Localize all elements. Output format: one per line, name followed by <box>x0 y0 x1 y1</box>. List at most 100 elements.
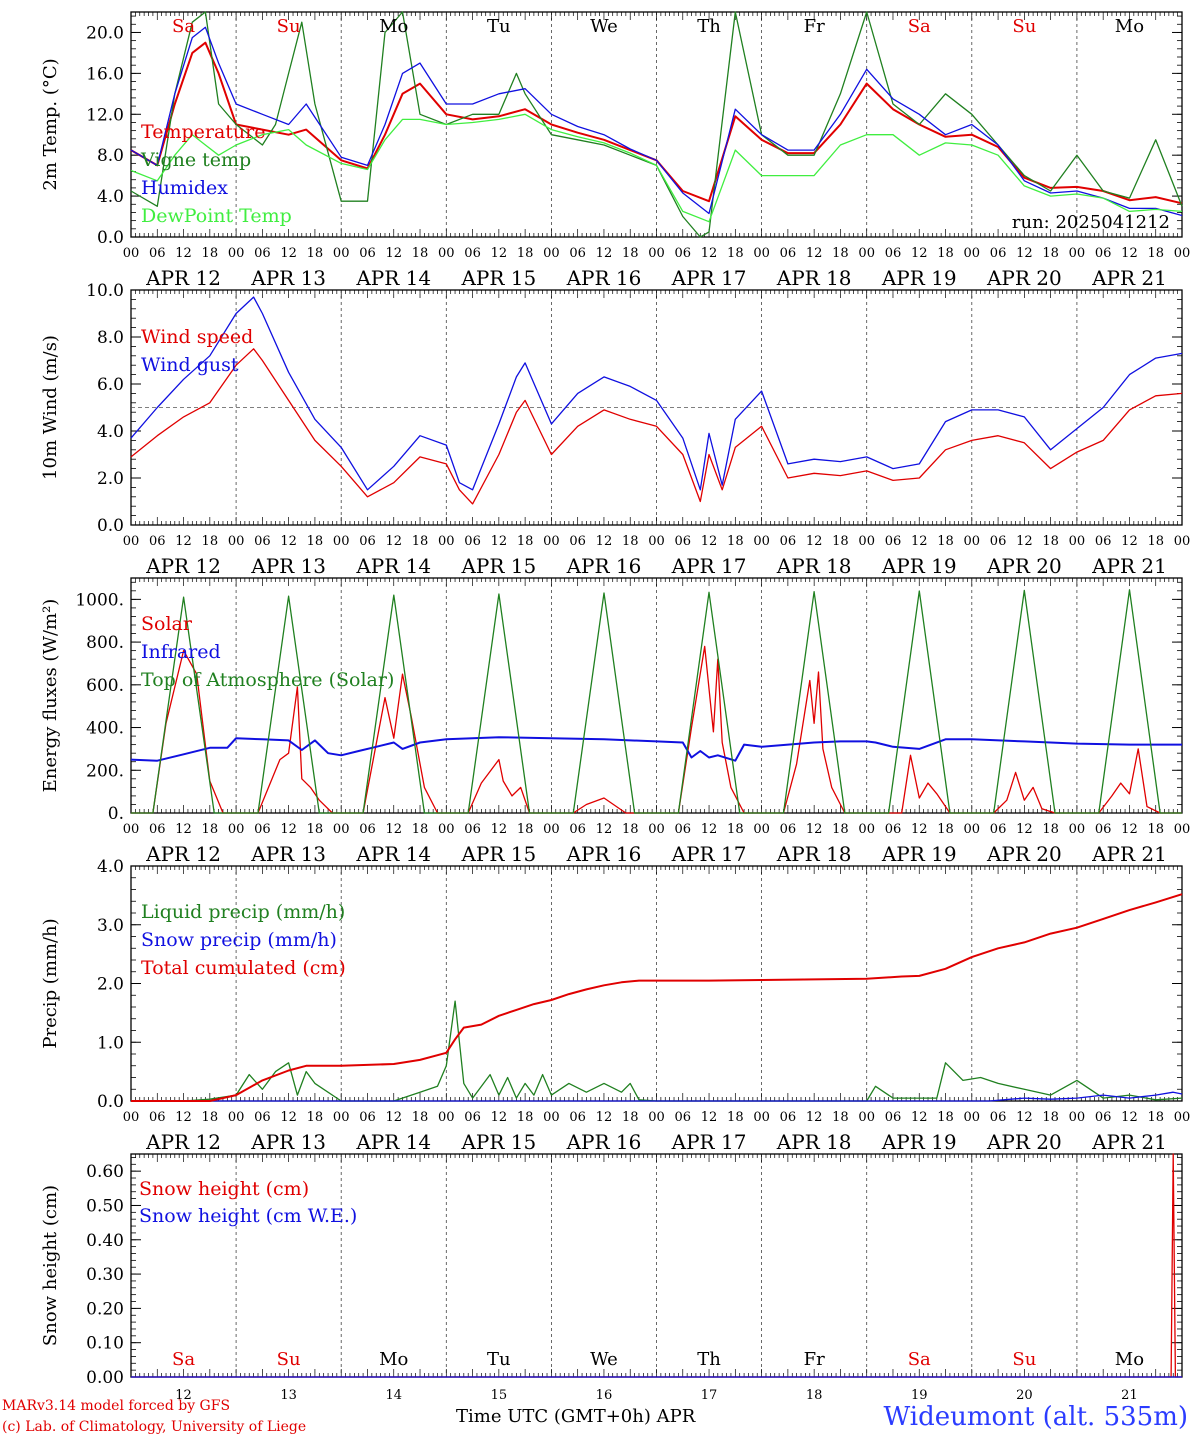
date-label: APR 15 <box>460 842 536 866</box>
hour-tick-label: 18 <box>517 822 534 837</box>
hour-tick-label: 00 <box>438 246 455 261</box>
series-line-snow-precip-mm-h- <box>131 1091 1183 1102</box>
y-tick-label: 16.0 <box>86 64 124 84</box>
date-label: APR 15 <box>460 1130 536 1154</box>
hour-tick-label: 18 <box>412 534 429 549</box>
hour-tick-label: 18 <box>202 1110 219 1125</box>
hour-tick-label: 18 <box>307 246 324 261</box>
station-name: Wideumont (alt. 535m) <box>883 1402 1188 1432</box>
day-of-week-label: Mo <box>1115 16 1144 37</box>
hour-tick-label: 06 <box>254 246 271 261</box>
y-tick-label: 0.30 <box>86 1265 124 1285</box>
y-tick-label: 400. <box>86 719 124 739</box>
hour-tick-label: 18 <box>412 822 429 837</box>
y-tick-label: 4.0 <box>97 422 124 442</box>
y-tick-label: 800. <box>86 633 124 653</box>
series-line-top-of-atmosphere-solar- <box>131 589 1182 814</box>
hour-tick-label: 18 <box>937 1110 954 1125</box>
day-of-week-label: Fr <box>804 16 825 37</box>
hour-tick-label: 12 <box>701 822 718 837</box>
hour-tick-label: 12 <box>385 246 402 261</box>
hour-tick-label: 12 <box>385 1110 402 1125</box>
series-line-humidex <box>130 26 1183 217</box>
date-label: APR 18 <box>776 1130 852 1154</box>
hour-tick-label: 18 <box>727 822 744 837</box>
day-of-week-label: Th <box>697 16 721 37</box>
hour-tick-label: 06 <box>780 246 797 261</box>
hour-tick-label: 18 <box>412 1110 429 1125</box>
y-axis-label: Snow height (cm) <box>40 1185 61 1346</box>
date-label: APR 20 <box>986 1130 1062 1154</box>
hour-tick-label: 12 <box>1121 246 1138 261</box>
legend-entry: Snow height (cm) <box>139 1178 309 1200</box>
series-line-dewpoint-temp <box>130 113 1183 223</box>
date-label: APR 20 <box>986 842 1062 866</box>
hour-tick-label: 06 <box>359 822 376 837</box>
hour-tick-label: 18 <box>937 534 954 549</box>
hour-tick-label: 18 <box>727 1110 744 1125</box>
date-label: APR 13 <box>250 842 326 866</box>
hour-tick-label: 18 <box>622 246 639 261</box>
y-axis-label: Precip (mm/h) <box>40 918 61 1048</box>
day-of-week-label: Su <box>1012 16 1036 37</box>
hour-tick-label: 12 <box>806 822 823 837</box>
date-label: APR 15 <box>460 266 536 290</box>
y-tick-label: 600. <box>86 676 124 696</box>
day-of-week-label: Su <box>1012 1349 1036 1370</box>
date-label: APR 13 <box>250 1130 326 1154</box>
hour-tick-label: 06 <box>149 246 166 261</box>
y-axis-label: Energy fluxes (W/m²) <box>40 599 61 793</box>
hour-tick-label: 18 <box>1147 1110 1164 1125</box>
day-of-week-label: Sa <box>908 16 931 37</box>
x-tick-label: 20 <box>1016 1388 1033 1403</box>
date-label: APR 13 <box>250 266 326 290</box>
date-label: APR 14 <box>355 554 431 578</box>
date-label: APR 17 <box>671 554 747 578</box>
date-label: APR 17 <box>671 1130 747 1154</box>
hour-tick-label: 00 <box>964 246 981 261</box>
hour-tick-label: 12 <box>491 1110 508 1125</box>
legend-entry: Humidex <box>141 177 228 199</box>
hour-tick-label: 06 <box>885 246 902 261</box>
y-tick-label: 10.0 <box>86 281 124 301</box>
day-of-week-label: Su <box>277 1349 301 1370</box>
series-line-wind-speed <box>130 348 1183 505</box>
hour-tick-label: 00 <box>438 1110 455 1125</box>
hour-tick-label: 12 <box>701 246 718 261</box>
hour-tick-label: 00 <box>1069 534 1086 549</box>
legend-entry: DewPoint Temp <box>141 205 292 227</box>
hour-tick-label: 12 <box>1121 534 1138 549</box>
hour-tick-label: 18 <box>412 246 429 261</box>
hour-tick-label: 12 <box>491 822 508 837</box>
series-line-vigne-temp <box>130 11 1183 238</box>
y-tick-label: 4.0 <box>97 857 124 877</box>
hour-tick-label: 06 <box>464 534 481 549</box>
hour-tick-label: 12 <box>806 1110 823 1125</box>
hour-tick-label: 00 <box>1174 534 1191 549</box>
hour-tick-label: 18 <box>202 534 219 549</box>
hour-tick-label: 18 <box>1147 534 1164 549</box>
y-tick-label: 0.60 <box>86 1162 124 1182</box>
y-tick-label: 1.0 <box>97 1033 124 1053</box>
y-tick-label: 0. <box>108 804 124 824</box>
date-label: APR 15 <box>460 554 536 578</box>
x-tick-label: 21 <box>1121 1388 1138 1403</box>
hour-tick-label: 12 <box>806 246 823 261</box>
series-line-temperature <box>130 41 1183 205</box>
hour-tick-label: 00 <box>858 246 875 261</box>
hour-tick-label: 00 <box>1174 822 1191 837</box>
hour-tick-label: 06 <box>885 1110 902 1125</box>
date-label: APR 16 <box>566 842 642 866</box>
legend-entry: Top of Atmosphere (Solar) <box>141 669 394 691</box>
hour-tick-label: 00 <box>438 822 455 837</box>
date-label: APR 17 <box>671 266 747 290</box>
date-label: APR 13 <box>250 554 326 578</box>
day-of-week-label: Sa <box>172 16 195 37</box>
legend-entry: Snow precip (mm/h) <box>141 929 337 951</box>
legend-entry: Wind speed <box>141 326 253 348</box>
hour-tick-label: 00 <box>333 1110 350 1125</box>
date-label: APR 21 <box>1091 266 1167 290</box>
y-tick-label: 0.40 <box>86 1231 124 1251</box>
hour-tick-label: 06 <box>254 822 271 837</box>
hour-tick-label: 00 <box>648 246 665 261</box>
